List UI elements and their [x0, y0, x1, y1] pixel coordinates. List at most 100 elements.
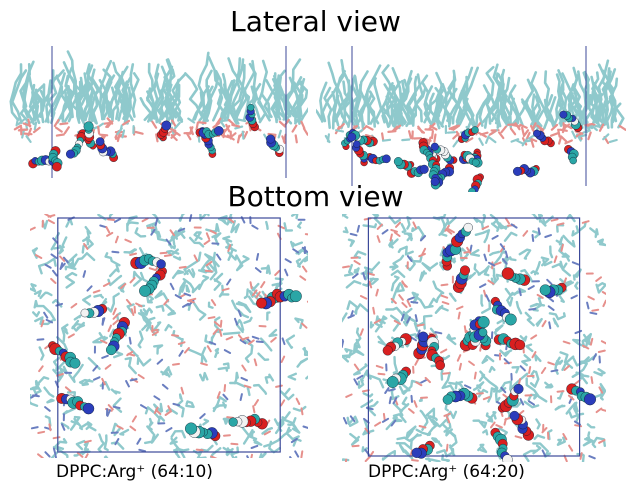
- lipid-tail: [39, 291, 53, 300]
- lipid-headgroup: [441, 301, 450, 305]
- lipid-headgroup: [241, 130, 245, 140]
- lipid-tail: [323, 86, 333, 129]
- lipid-tail: [349, 432, 360, 446]
- lipid-headgroup: [277, 129, 282, 139]
- lipid-tail: [519, 335, 528, 342]
- arginine-atom: [256, 297, 267, 309]
- lipid-headgroup: [200, 362, 208, 366]
- lipid-tail: [561, 355, 575, 371]
- lipid-tail: [68, 262, 77, 270]
- lipid-headgroup: [153, 395, 161, 401]
- lipid-headgroup: [170, 131, 178, 139]
- lipid-headgroup: [101, 317, 106, 325]
- lipid-tail: [79, 422, 97, 432]
- lipid-tail: [418, 397, 424, 402]
- lipid-headgroup: [22, 122, 32, 128]
- lipid-headgroup: [125, 298, 132, 306]
- lipid-tail: [257, 91, 271, 122]
- lipid-tail: [419, 270, 427, 282]
- lipid-tail: [31, 90, 41, 122]
- lipid-headgroup: [571, 130, 577, 140]
- lipid-tail: [438, 216, 447, 236]
- lipid-headgroup: [447, 228, 455, 234]
- lipid-tail: [93, 293, 104, 299]
- lipid-headgroup: [595, 276, 602, 282]
- arginine-atom: [52, 161, 62, 172]
- lipid-tail: [357, 378, 365, 389]
- lipid-headgroup: [15, 117, 19, 127]
- lipid-headgroup: [21, 129, 25, 139]
- lipid-tail: [258, 452, 267, 458]
- lipid-headgroup: [364, 455, 371, 462]
- lipid-tail: [264, 375, 271, 384]
- lipid-tail: [123, 248, 137, 254]
- lipid-tail: [589, 227, 599, 239]
- lipid-headgroup: [589, 311, 598, 315]
- lipid-headgroup: [45, 318, 53, 324]
- lipid-tail: [556, 223, 565, 233]
- lipid-tail: [148, 72, 160, 124]
- lipid-tail: [587, 94, 601, 127]
- lipid-headgroup: [556, 390, 565, 393]
- lipid-tail: [204, 334, 214, 345]
- lipid-tail: [503, 231, 518, 242]
- lipid-tail: [217, 366, 229, 372]
- lipid-tail: [34, 304, 56, 322]
- lipid-headgroup: [138, 448, 147, 453]
- lipid-headgroup: [602, 133, 610, 141]
- lipid-tail: [197, 51, 210, 118]
- lipid-tail: [401, 396, 409, 407]
- lipid-headgroup: [375, 288, 379, 297]
- lipid-tail: [447, 430, 458, 449]
- lipid-headgroup: [390, 297, 397, 305]
- lipid-headgroup: [302, 127, 308, 136]
- lipid-tail: [52, 355, 66, 372]
- lateral-view-64-10: [8, 44, 308, 184]
- lipid-tail: [165, 72, 187, 125]
- lipid-headgroup: [389, 233, 393, 242]
- lipid-headgroup: [223, 349, 232, 354]
- lipid-headgroup: [475, 392, 484, 395]
- lipid-tail: [87, 357, 101, 370]
- lipid-tail: [302, 346, 308, 357]
- lipid-tail: [126, 344, 139, 358]
- lipid-headgroup: [382, 412, 386, 421]
- lipid-tail: [111, 422, 118, 433]
- lipid-headgroup: [180, 386, 185, 395]
- lipid-headgroup: [456, 354, 462, 362]
- arginine-atom: [419, 164, 429, 174]
- simulation-box-outline: [367, 217, 581, 457]
- lipid-headgroup: [172, 362, 180, 366]
- lipid-headgroup: [584, 122, 594, 127]
- lipid-tail: [283, 222, 294, 232]
- lipid-headgroup: [301, 265, 308, 273]
- arginine-atom: [266, 134, 276, 144]
- lipid-tail: [285, 334, 296, 349]
- lipid-headgroup: [353, 363, 360, 371]
- lipid-headgroup: [136, 437, 142, 445]
- lipid-tail: [481, 300, 491, 314]
- lipid-headgroup: [207, 316, 216, 320]
- lipid-tail: [252, 383, 268, 395]
- lipid-tail: [46, 398, 55, 404]
- lipid-tail: [298, 106, 308, 125]
- lateral-view-heading: Lateral view: [230, 5, 401, 38]
- lipid-headgroup: [62, 256, 69, 264]
- lipid-headgroup: [253, 358, 258, 367]
- lipid-headgroup: [446, 415, 451, 424]
- lipid-headgroup: [485, 294, 490, 302]
- lipid-tail: [106, 292, 120, 313]
- arginine-atom: [459, 265, 470, 276]
- lipid-headgroup: [353, 378, 359, 386]
- lipid-headgroup: [391, 125, 399, 133]
- lipid-headgroup: [510, 223, 518, 229]
- lipid-tail: [178, 393, 183, 401]
- bottom-view-heading: Bottom view: [227, 180, 404, 213]
- lipid-tail: [214, 347, 220, 358]
- lipid-tail: [140, 309, 149, 316]
- lipid-tail: [292, 81, 303, 118]
- lipid-tail: [397, 245, 414, 256]
- arginine-atom: [514, 339, 526, 351]
- lipid-headgroup: [33, 121, 38, 131]
- lipid-tail: [46, 79, 56, 125]
